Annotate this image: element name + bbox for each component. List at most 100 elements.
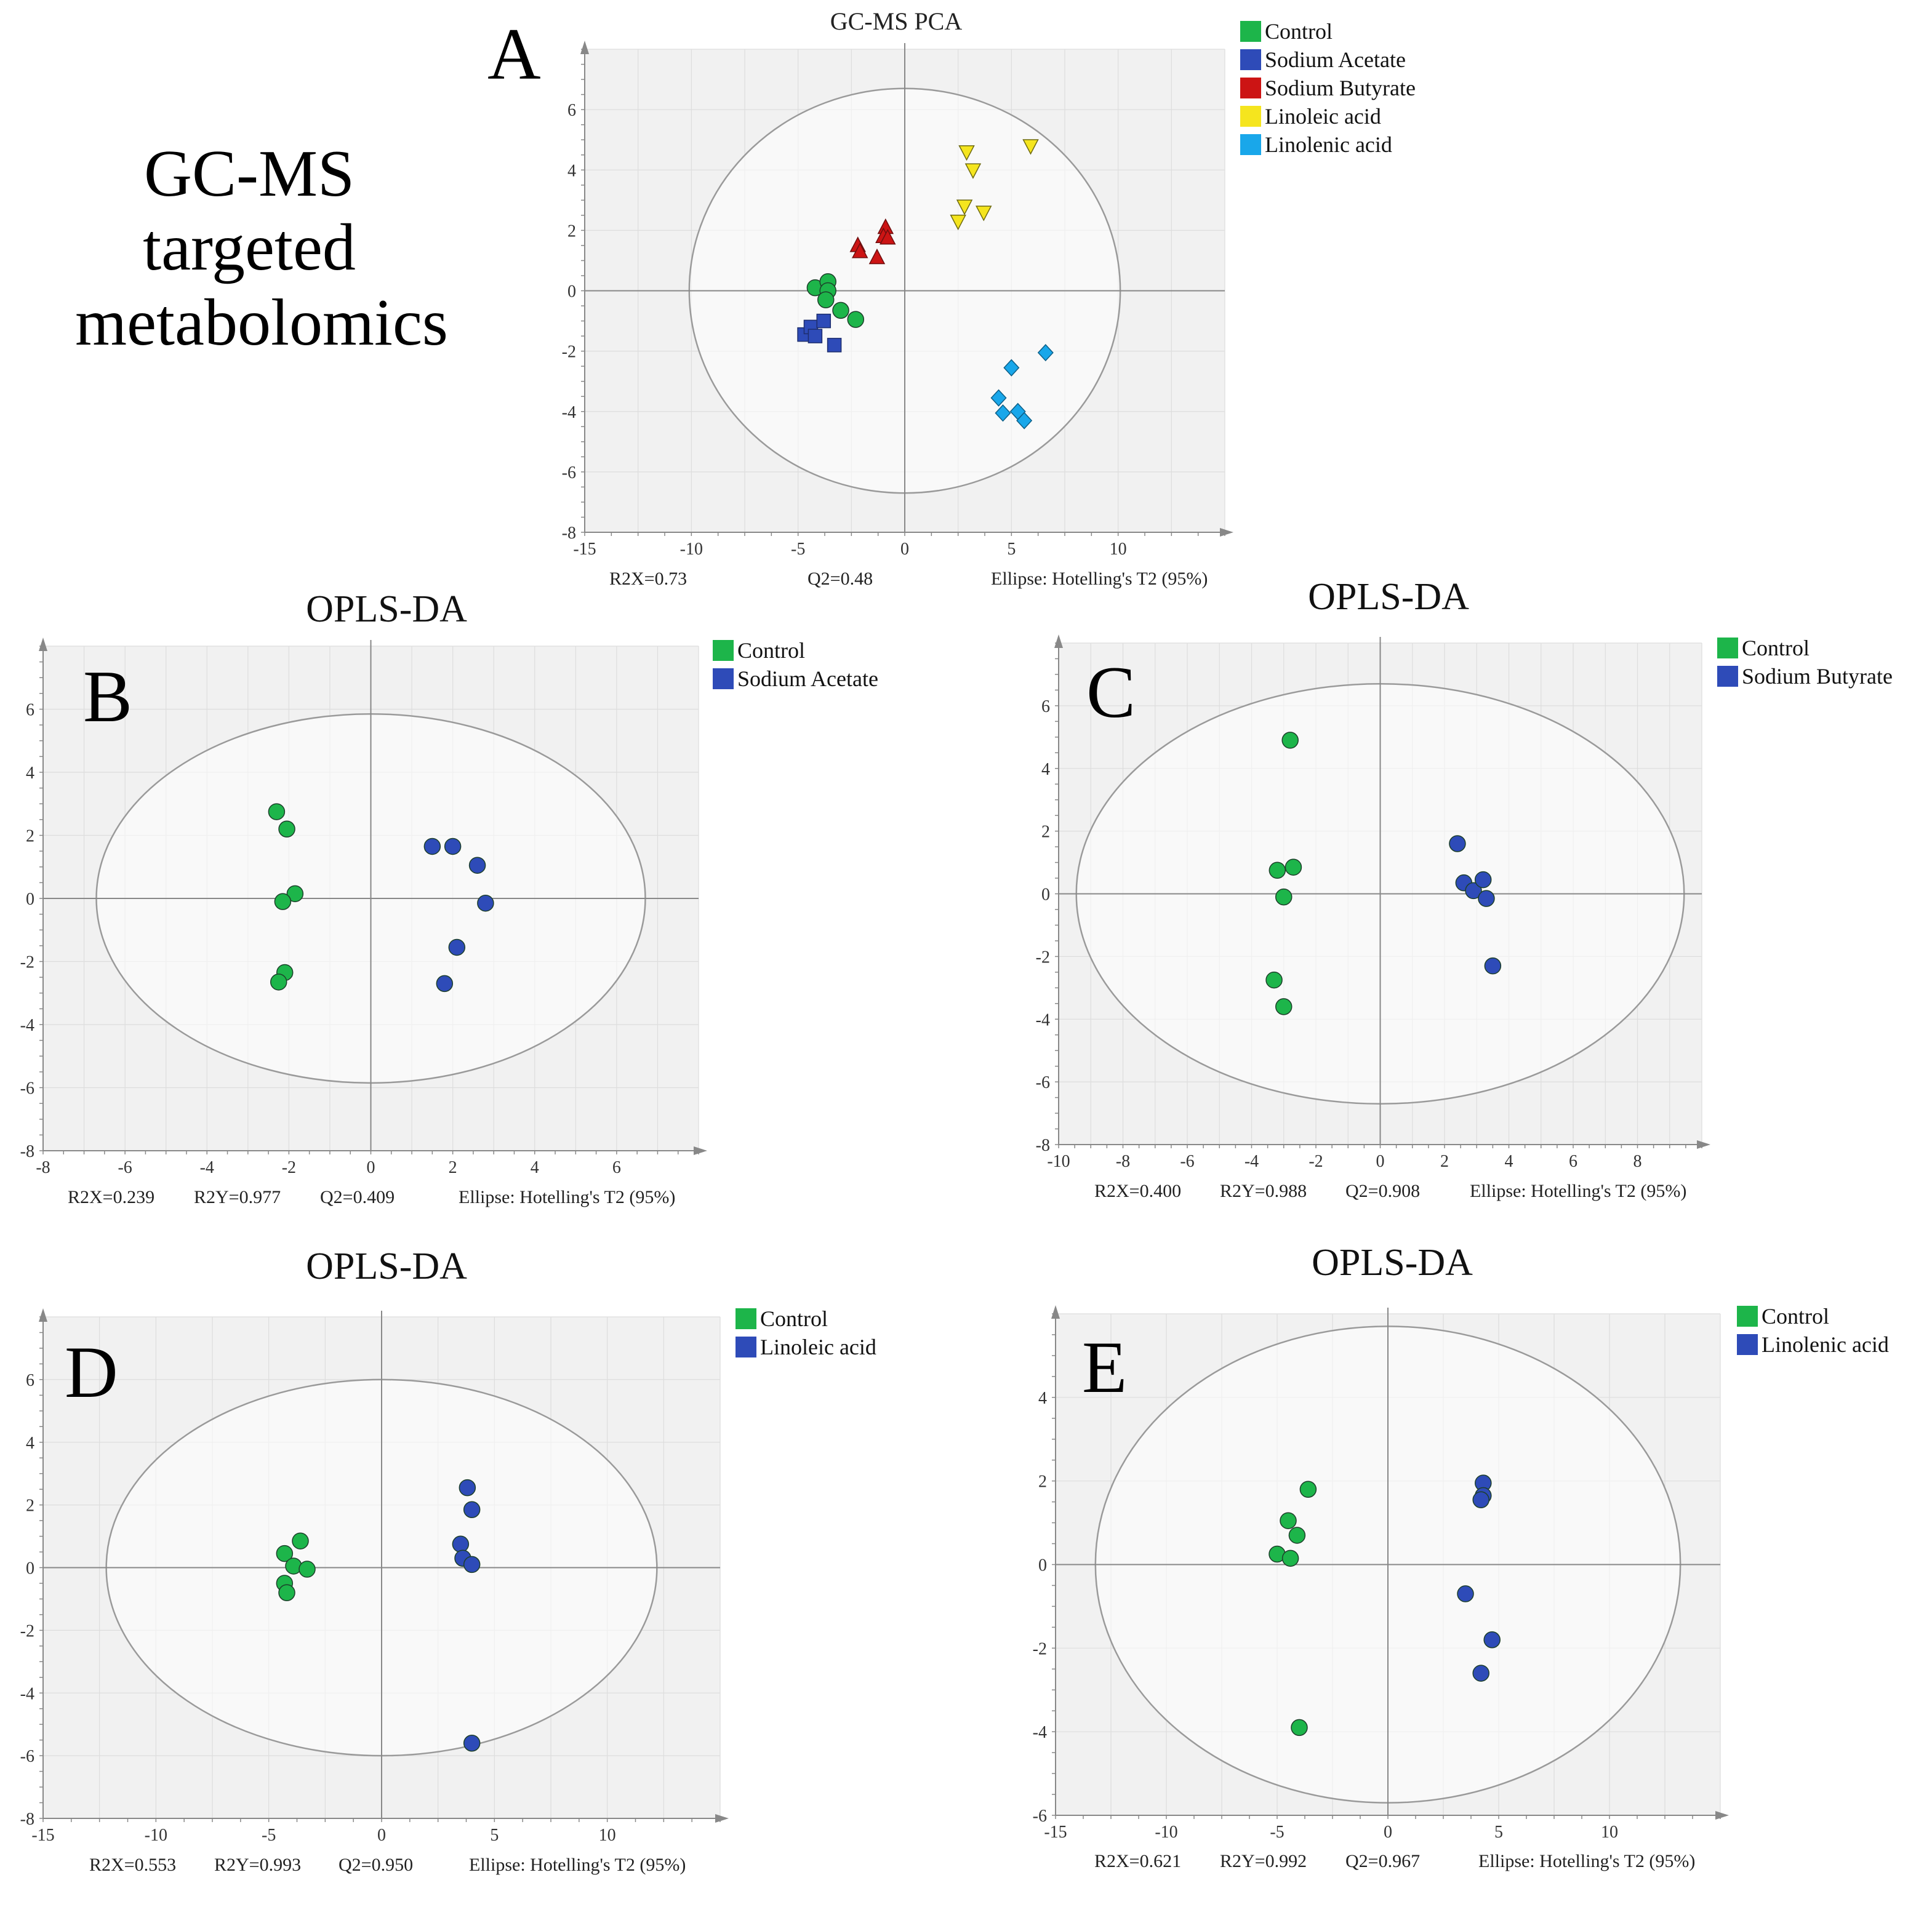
axis-ticks [39, 646, 699, 1154]
data-point [1483, 1631, 1501, 1649]
data-point [477, 894, 494, 912]
model-stats: R2X=0.73 Q2=0.48 Ellipse: Hotelling's T2 (… [609, 569, 1208, 589]
series-linolenic-acid [1457, 1474, 1501, 1682]
data-point [817, 291, 835, 308]
y-tick-label: -2 [1033, 1639, 1047, 1658]
x-tick-label: -5 [791, 540, 805, 559]
model-stats: R2X=0.621 R2Y=0.992 Q2=0.967 Ellipse: Hotel… [1094, 1851, 1695, 1871]
y-tick-label: -2 [562, 343, 576, 362]
series-control [268, 803, 304, 991]
data-point [286, 885, 304, 903]
stat-r2y: R2Y=0.988 [1220, 1181, 1307, 1201]
legend-label: Control [737, 638, 805, 663]
data-point [832, 302, 849, 319]
model-stats: R2X=0.553 R2Y=0.993 Q2=0.950 Ellipse: Hotel… [89, 1855, 686, 1875]
data-point [1449, 835, 1466, 852]
x-tick-label: 0 [367, 1158, 375, 1177]
data-point [1022, 139, 1039, 155]
x-tick-label: 8 [1633, 1152, 1642, 1171]
x-tick-label: -2 [1309, 1152, 1323, 1171]
x-tick-label: -6 [118, 1158, 132, 1177]
legend-label: Control [1265, 19, 1333, 44]
data-point [274, 893, 292, 910]
stat-ellipse: Ellipse: Hotelling's T2 (95%) [991, 569, 1208, 589]
stat-r2y: R2Y=0.993 [214, 1855, 301, 1875]
x-tick-label: 2 [449, 1158, 457, 1177]
y-tick-label: 4 [26, 1434, 34, 1453]
x-tick-label: 0 [377, 1826, 386, 1845]
y-tick-label: -8 [1036, 1136, 1050, 1155]
stat-q2: Q2=0.967 [1345, 1851, 1420, 1871]
x-tick-label: 0 [900, 540, 909, 559]
legend: Control Linoleic acid [736, 1306, 876, 1359]
legend-swatch [1240, 78, 1261, 98]
legend-swatch [1240, 106, 1261, 127]
y-tick-label: 2 [1038, 1473, 1047, 1492]
data-point [270, 973, 287, 991]
y-tick-label: -2 [20, 953, 34, 972]
data-point [1288, 1527, 1306, 1544]
stat-ellipse: Ellipse: Hotelling's T2 (95%) [469, 1855, 686, 1875]
y-tick-label: -2 [1036, 948, 1050, 967]
stat-r2x: R2X=0.400 [1094, 1181, 1181, 1201]
panel-e: -15 -10 -5 0 5 10 -6 -4 -2 0 2 4 OPLS-DA E Control Lino… [1033, 1242, 1889, 1871]
y-tick-label: 4 [1038, 1389, 1047, 1408]
data-point [827, 338, 842, 353]
y-tick-label: -6 [20, 1079, 34, 1098]
data-point [278, 1584, 295, 1601]
y-tick-label: 2 [1041, 823, 1050, 842]
y-tick-label: 6 [1041, 697, 1050, 716]
data-point [1265, 971, 1283, 989]
y-tick-label: 6 [567, 101, 576, 120]
axis-ticks [1052, 1313, 1721, 1819]
x-tick-label: -4 [1245, 1152, 1259, 1171]
data-point [1281, 1549, 1299, 1567]
data-point [268, 803, 286, 820]
stat-q2: Q2=0.908 [1345, 1181, 1420, 1201]
data-point [1457, 1585, 1474, 1602]
chart-title: GC-MS PCA [830, 7, 963, 35]
series-linoleic-acid [452, 1479, 481, 1752]
y-tick-label: 2 [26, 827, 34, 846]
x-tick-label: -15 [573, 540, 596, 559]
data-point [468, 857, 486, 874]
x-tick-label: 10 [1110, 540, 1127, 559]
data-point [423, 838, 441, 855]
stat-r2x: R2X=0.621 [1094, 1851, 1181, 1871]
stat-ellipse: Ellipse: Hotelling's T2 (95%) [1478, 1851, 1695, 1871]
x-axis-arrow [715, 1814, 729, 1823]
stat-r2y: R2Y=0.977 [194, 1187, 281, 1207]
x-tick-label: 6 [612, 1158, 621, 1177]
legend-swatch [736, 1337, 756, 1357]
y-tick-label: 0 [1038, 1556, 1047, 1575]
series-control [806, 273, 865, 328]
stat-r2x: R2X=0.73 [609, 569, 687, 589]
data-point [808, 329, 823, 343]
heading-line-1: GC-MS [144, 137, 355, 210]
data-point [1285, 858, 1302, 876]
stat-ellipse: Ellipse: Hotelling's T2 (95%) [459, 1187, 675, 1207]
y-tick-label: 0 [567, 282, 576, 302]
data-point [1275, 888, 1293, 906]
legend-label: Linolenic acid [1265, 132, 1392, 157]
data-point [1465, 882, 1482, 900]
x-tick-label: 5 [1494, 1823, 1503, 1842]
y-tick-label: -6 [1036, 1073, 1050, 1092]
y-axis-arrow [580, 41, 589, 54]
x-tick-label: -15 [31, 1826, 54, 1845]
legend: Control Linolenic acid [1737, 1304, 1889, 1357]
x-tick-label: 5 [490, 1826, 499, 1845]
x-tick-label: -8 [36, 1158, 50, 1177]
series-sodium-butyrate [1449, 835, 1502, 975]
y-tick-label: -4 [20, 1684, 34, 1703]
model-stats: R2X=0.400 R2Y=0.988 Q2=0.908 Ellipse: Hotel… [1094, 1181, 1686, 1201]
panel-letter: C [1086, 651, 1136, 733]
legend-swatch [1717, 666, 1738, 687]
data-point [1291, 1719, 1308, 1737]
chart-title: OPLS-DA [1312, 1242, 1473, 1284]
x-tick-label: 6 [1569, 1152, 1577, 1171]
y-tick-label: -4 [562, 403, 576, 422]
data-point [1478, 890, 1495, 907]
legend-swatch [1737, 1334, 1758, 1355]
x-tick-label: -10 [1047, 1152, 1070, 1171]
